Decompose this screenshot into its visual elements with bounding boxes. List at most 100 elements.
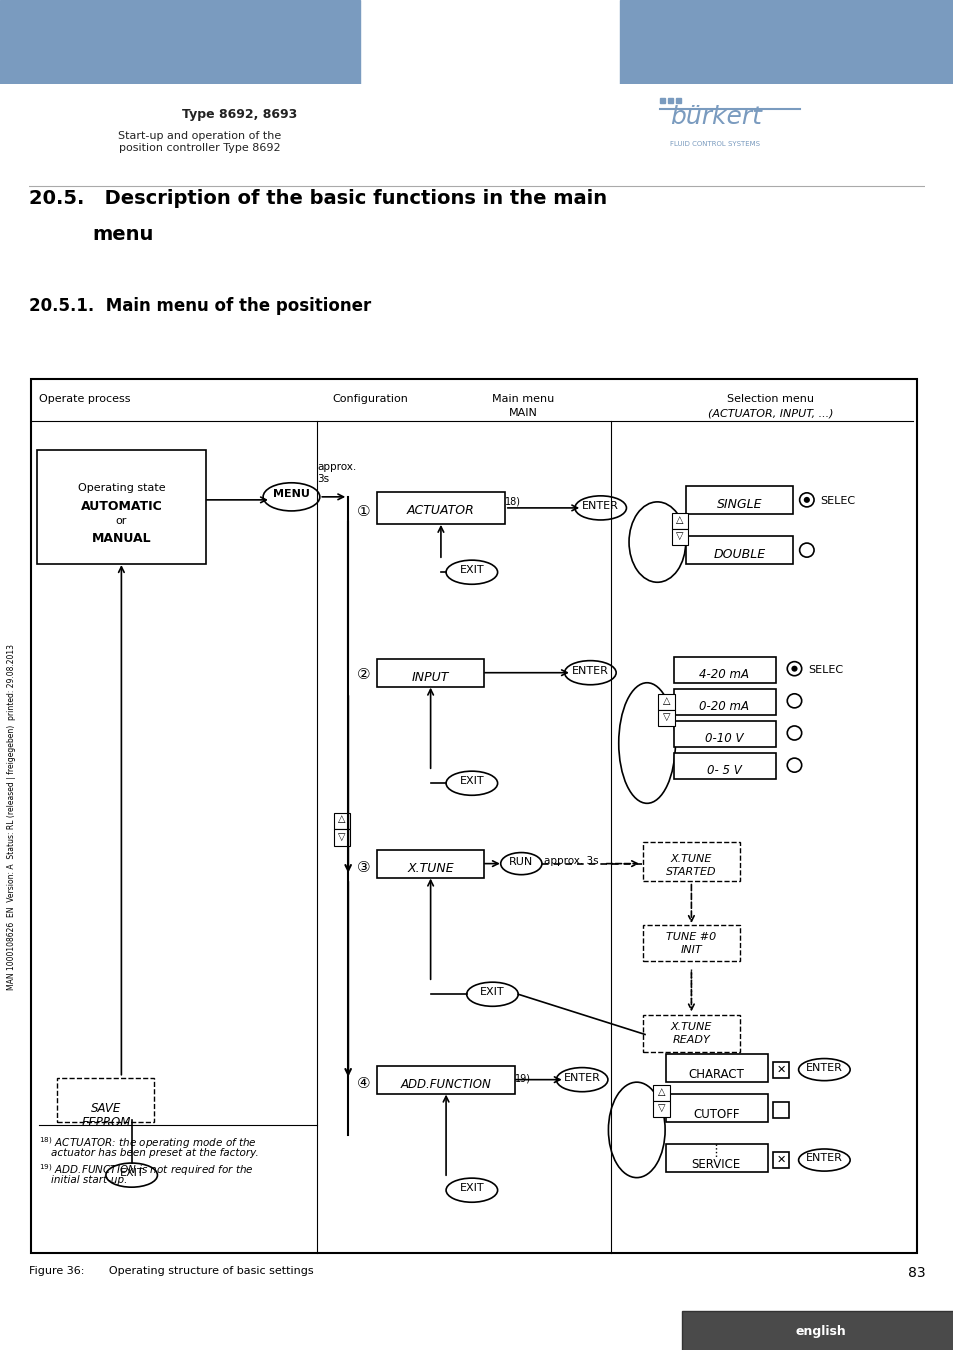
- Text: $^{19)}$ ADD.FUNCTION is not required for the: $^{19)}$ ADD.FUNCTION is not required fo…: [39, 1162, 253, 1177]
- Text: EXIT: EXIT: [459, 566, 484, 575]
- FancyBboxPatch shape: [685, 536, 793, 564]
- Text: 0-10 V: 0-10 V: [704, 732, 742, 745]
- Text: ✕: ✕: [776, 1065, 785, 1075]
- Text: FLUID CONTROL SYSTEMS: FLUID CONTROL SYSTEMS: [669, 140, 760, 147]
- Text: ▽: ▽: [338, 832, 345, 841]
- FancyBboxPatch shape: [653, 1084, 669, 1100]
- FancyBboxPatch shape: [376, 849, 484, 878]
- FancyBboxPatch shape: [671, 529, 687, 545]
- Ellipse shape: [564, 660, 616, 684]
- FancyBboxPatch shape: [57, 1077, 154, 1122]
- Text: Operating state: Operating state: [77, 483, 165, 493]
- Text: STARTED: STARTED: [665, 867, 716, 876]
- Text: ▽: ▽: [676, 531, 683, 541]
- FancyBboxPatch shape: [37, 450, 206, 564]
- Text: 0- 5 V: 0- 5 V: [706, 764, 741, 778]
- FancyBboxPatch shape: [685, 486, 793, 514]
- FancyBboxPatch shape: [334, 813, 350, 829]
- FancyBboxPatch shape: [376, 1065, 515, 1094]
- Text: 0-20 mA: 0-20 mA: [699, 699, 749, 713]
- Text: Figure 36:       Operating structure of basic settings: Figure 36: Operating structure of basic …: [29, 1266, 313, 1276]
- FancyBboxPatch shape: [680, 1311, 953, 1350]
- Ellipse shape: [446, 771, 497, 795]
- Text: X.TUNE: X.TUNE: [670, 1022, 711, 1033]
- FancyBboxPatch shape: [642, 841, 740, 880]
- Text: approx. 3s: approx. 3s: [543, 856, 598, 865]
- Text: approx.: approx.: [317, 462, 356, 471]
- Text: ▽: ▽: [657, 1103, 664, 1112]
- Text: ①: ①: [356, 504, 370, 518]
- FancyBboxPatch shape: [658, 694, 674, 710]
- Ellipse shape: [263, 483, 319, 510]
- FancyBboxPatch shape: [658, 710, 674, 726]
- Bar: [659, 99, 664, 104]
- Circle shape: [803, 497, 809, 504]
- Text: EXIT: EXIT: [459, 1183, 484, 1193]
- Text: 3s: 3s: [317, 474, 329, 483]
- Text: TUNE #0: TUNE #0: [665, 931, 716, 942]
- Text: RUN: RUN: [509, 857, 533, 867]
- Bar: [676, 99, 680, 104]
- Text: 20.5.1.  Main menu of the positioner: 20.5.1. Main menu of the positioner: [29, 297, 371, 315]
- FancyBboxPatch shape: [673, 753, 775, 779]
- Bar: [772, 1102, 788, 1118]
- Text: MAN 1000108626  EN  Version: A  Status: RL (released | freigegeben)  printed: 29: MAN 1000108626 EN Version: A Status: RL …: [8, 644, 16, 990]
- Text: bürkert: bürkert: [669, 105, 761, 130]
- Text: △: △: [338, 814, 345, 825]
- Ellipse shape: [798, 1058, 849, 1080]
- Text: ENTER: ENTER: [805, 1153, 841, 1164]
- Text: INIT: INIT: [679, 945, 701, 954]
- FancyBboxPatch shape: [642, 925, 740, 961]
- Text: EEPROM: EEPROM: [81, 1116, 131, 1129]
- Text: 19): 19): [515, 1073, 531, 1084]
- Text: initial start-up.: initial start-up.: [51, 1174, 128, 1185]
- FancyBboxPatch shape: [653, 1100, 669, 1116]
- Text: ③: ③: [356, 860, 370, 875]
- Text: △: △: [662, 695, 670, 706]
- FancyBboxPatch shape: [376, 659, 484, 687]
- Text: SERVICE: SERVICE: [691, 1158, 740, 1170]
- Text: CHARACT: CHARACT: [687, 1068, 743, 1080]
- Text: AUTOMATIC: AUTOMATIC: [80, 500, 162, 513]
- Text: MENU: MENU: [273, 489, 310, 500]
- Text: EXIT: EXIT: [479, 987, 504, 998]
- Text: Operate process: Operate process: [39, 394, 131, 405]
- Ellipse shape: [106, 1164, 157, 1187]
- Text: EXIT: EXIT: [119, 1168, 144, 1179]
- Text: (ACTUATOR, INPUT, ...): (ACTUATOR, INPUT, ...): [707, 409, 833, 418]
- Text: or: or: [115, 516, 127, 526]
- Text: INPUT: INPUT: [412, 671, 449, 683]
- Bar: [772, 1061, 788, 1077]
- Circle shape: [791, 666, 797, 672]
- Text: ENTER: ENTER: [581, 501, 618, 510]
- FancyBboxPatch shape: [665, 1053, 767, 1081]
- Text: X.TUNE: X.TUNE: [670, 853, 711, 864]
- Text: english: english: [794, 1324, 845, 1338]
- Bar: [0, 0, 359, 84]
- Text: MAIN: MAIN: [508, 409, 537, 418]
- Text: 18): 18): [504, 497, 520, 506]
- FancyBboxPatch shape: [673, 656, 775, 683]
- Ellipse shape: [556, 1068, 607, 1092]
- Text: menu: menu: [92, 225, 153, 244]
- Text: DOUBLE: DOUBLE: [713, 548, 765, 562]
- Text: Start-up and operation of the
position controller Type 8692: Start-up and operation of the position c…: [118, 131, 281, 153]
- Text: △: △: [657, 1087, 664, 1096]
- FancyBboxPatch shape: [376, 491, 504, 524]
- Text: CUTOFF: CUTOFF: [692, 1108, 739, 1120]
- Text: ACTUATOR: ACTUATOR: [407, 504, 475, 517]
- FancyBboxPatch shape: [642, 1015, 740, 1052]
- Ellipse shape: [446, 1179, 497, 1203]
- Text: READY: READY: [672, 1035, 710, 1045]
- Text: actuator has been preset at the factory.: actuator has been preset at the factory.: [51, 1148, 259, 1158]
- Text: EXIT: EXIT: [459, 776, 484, 786]
- Text: ENTER: ENTER: [805, 1062, 841, 1073]
- Text: Selection menu: Selection menu: [726, 394, 814, 405]
- Ellipse shape: [500, 853, 541, 875]
- Text: SINGLE: SINGLE: [717, 498, 761, 510]
- Text: ④: ④: [356, 1076, 370, 1091]
- Bar: [667, 99, 672, 104]
- FancyBboxPatch shape: [673, 721, 775, 747]
- FancyBboxPatch shape: [673, 688, 775, 716]
- Text: Main menu: Main menu: [492, 394, 554, 405]
